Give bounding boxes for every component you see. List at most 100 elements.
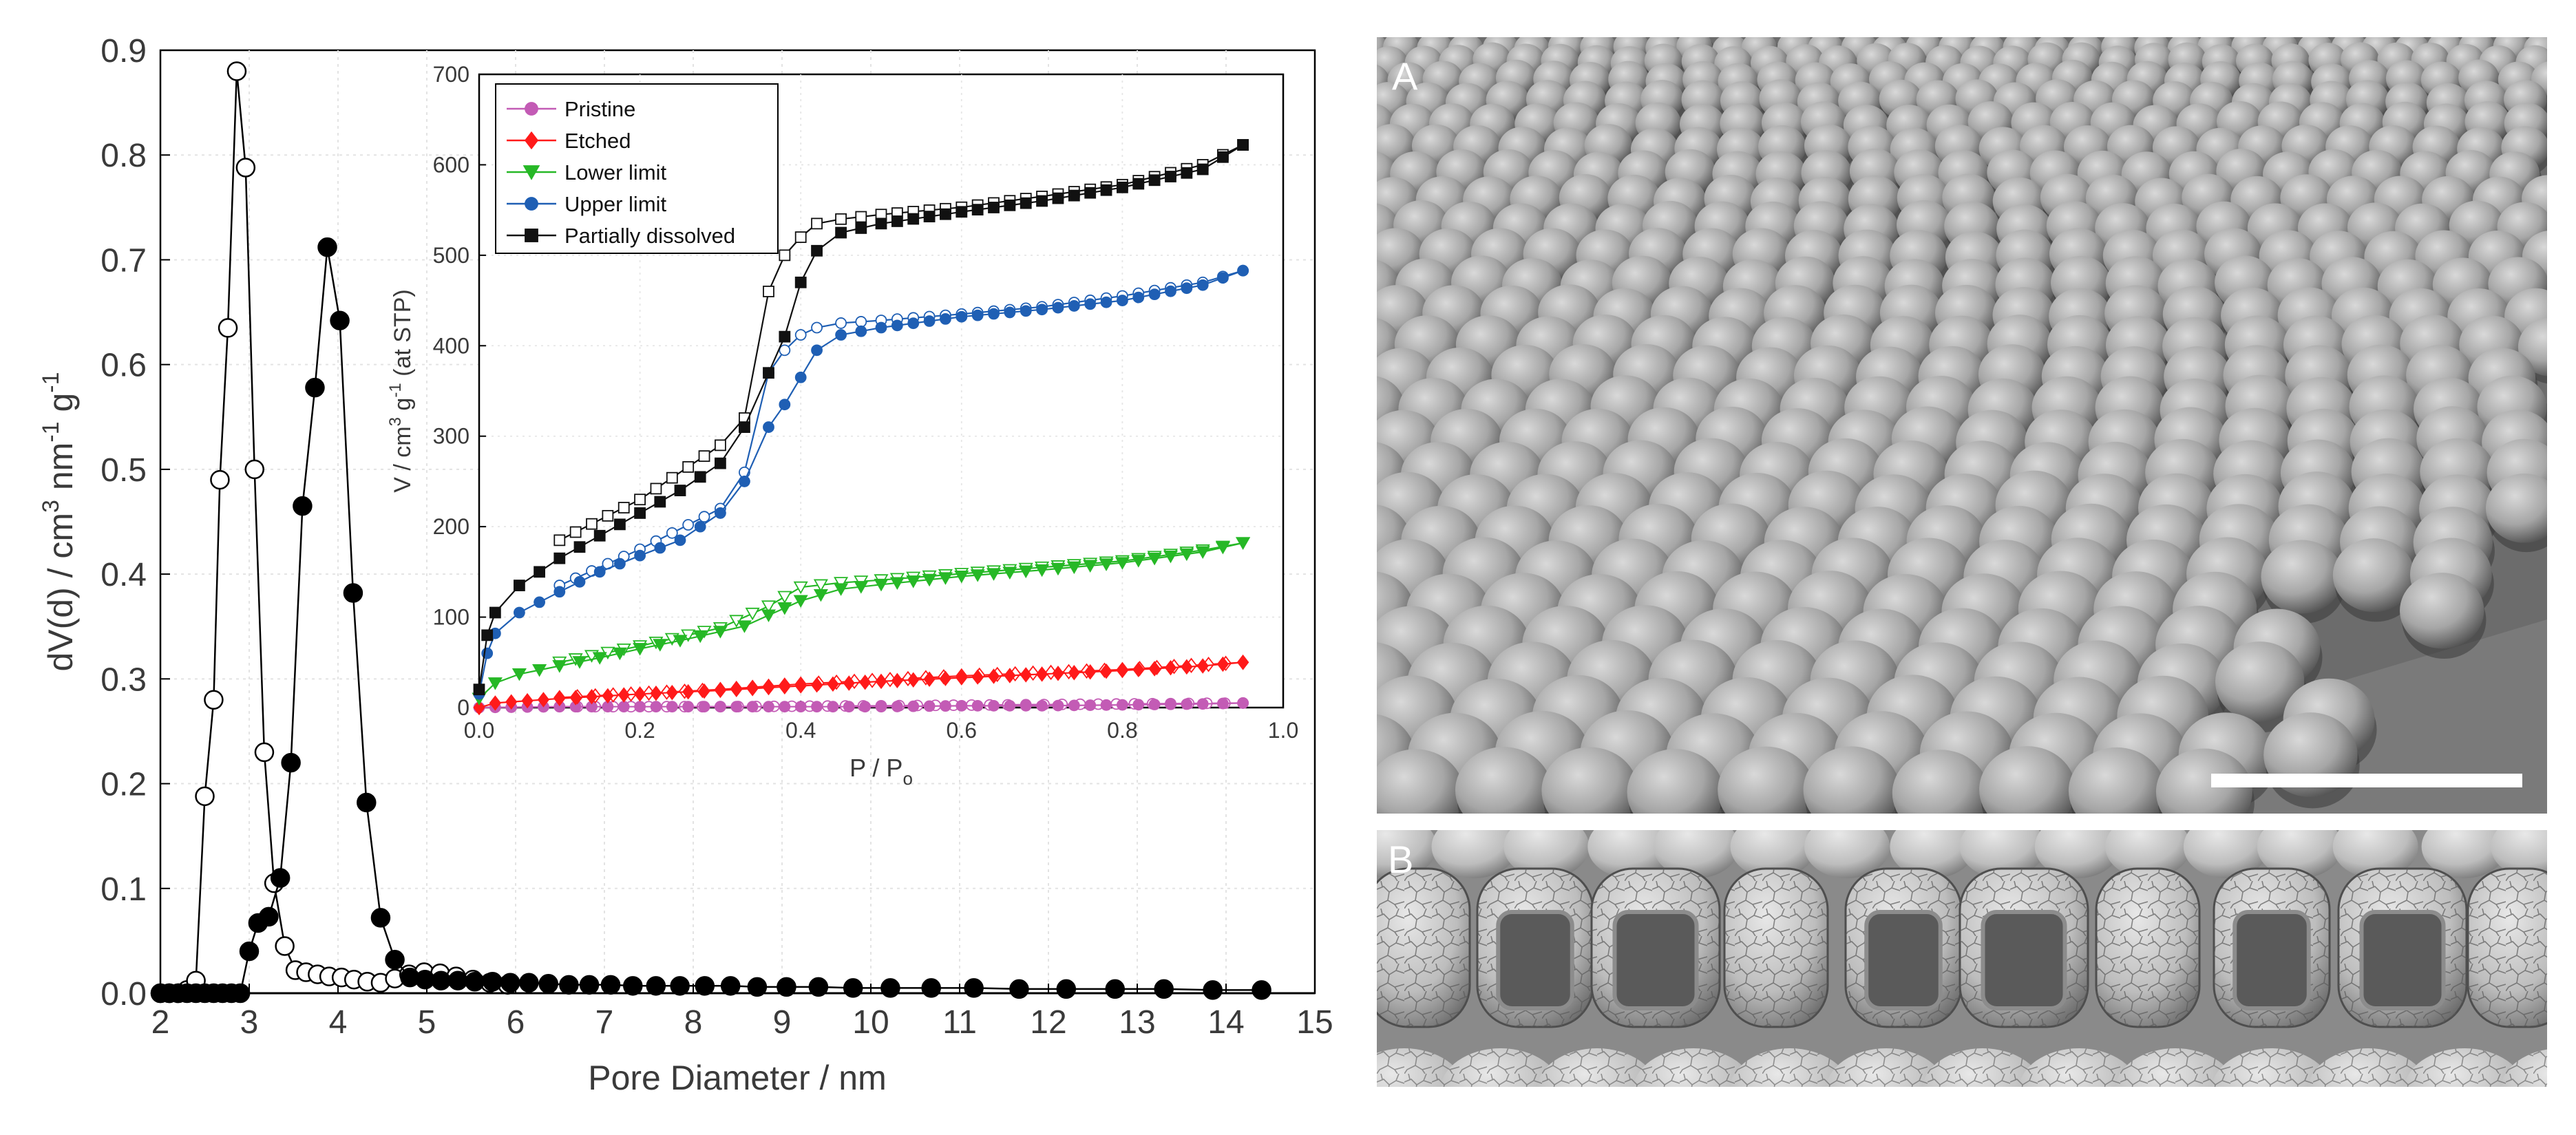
inset-adsorption-point bbox=[1116, 662, 1129, 679]
inset-adsorption-point bbox=[1100, 296, 1112, 308]
inset-adsorption-point bbox=[730, 681, 743, 697]
sem-b-top-particle bbox=[2034, 830, 2120, 878]
inset-adsorption-point bbox=[1035, 564, 1050, 577]
inset-desorption-point bbox=[835, 213, 847, 225]
inset-desorption-point bbox=[835, 317, 847, 329]
main-y-tick-label: 0.1 bbox=[101, 871, 147, 908]
main-y-tick-label: 0.0 bbox=[101, 976, 147, 1012]
inset-adsorption-point bbox=[1100, 663, 1112, 679]
inset-adsorption-point bbox=[514, 580, 525, 591]
main-filled-point bbox=[385, 950, 405, 970]
inset-adsorption-point bbox=[1066, 561, 1081, 575]
main-filled-point bbox=[670, 976, 690, 996]
inset-adsorption-point bbox=[779, 701, 791, 713]
inset-adsorption-point bbox=[553, 586, 566, 598]
legend-label: Etched bbox=[564, 129, 631, 153]
inset-adsorption-point bbox=[1196, 698, 1209, 710]
inset-adsorption-point bbox=[552, 660, 567, 673]
inset-adsorption-point bbox=[650, 686, 662, 701]
inset-adsorption-point bbox=[1132, 699, 1145, 711]
inset-desorption-point bbox=[779, 249, 791, 262]
inset-adsorption-point bbox=[1084, 664, 1097, 680]
inset-adsorption-point bbox=[505, 694, 518, 710]
main-y-tick-label: 0.4 bbox=[101, 557, 147, 593]
inset-adsorption-point bbox=[585, 689, 598, 705]
inset-adsorption-point bbox=[1068, 300, 1080, 312]
inset-x-tick-label: 0.8 bbox=[1107, 718, 1137, 743]
inset-adsorption-point bbox=[1036, 699, 1048, 712]
inset-y-tick-label: 100 bbox=[433, 605, 469, 630]
main-x-tick-label: 15 bbox=[1296, 1004, 1333, 1041]
inset-adsorption-point bbox=[1020, 699, 1032, 712]
inset-desorption-point bbox=[763, 286, 774, 297]
inset-adsorption-point bbox=[970, 569, 985, 582]
sem-b-particle-texture bbox=[2468, 869, 2547, 1027]
inset-adsorption-point bbox=[1181, 698, 1193, 710]
inset-adsorption-point bbox=[1051, 562, 1066, 576]
main-filled-point bbox=[239, 941, 260, 962]
inset-adsorption-point bbox=[602, 688, 614, 704]
inset-adsorption-point bbox=[956, 699, 968, 712]
inset-adsorption-point bbox=[693, 630, 708, 644]
inset-adsorption-point bbox=[473, 699, 485, 716]
sem-b-bottom-texture bbox=[1922, 1048, 2043, 1087]
inset-adsorption-point bbox=[1165, 285, 1176, 297]
inset-desorption-point bbox=[1044, 664, 1057, 681]
inset-adsorption-point bbox=[1165, 698, 1176, 710]
inset-adsorption-point bbox=[956, 206, 968, 218]
main-x-tick-label: 5 bbox=[418, 1004, 436, 1041]
inset-adsorption-point bbox=[514, 606, 525, 619]
main-filled-point bbox=[747, 977, 768, 997]
inset-adsorption-point bbox=[1004, 668, 1016, 683]
main-x-tick-label: 6 bbox=[507, 1004, 525, 1041]
main-open-point bbox=[254, 742, 275, 763]
inset-adsorption-point bbox=[891, 215, 903, 227]
inset-adsorption-point bbox=[923, 700, 936, 712]
inset-adsorption-point bbox=[1132, 178, 1145, 190]
inset-adsorption-point bbox=[1052, 699, 1064, 712]
inset-adsorption-point bbox=[939, 670, 952, 686]
inset-adsorption-point bbox=[553, 552, 566, 564]
main-open-point bbox=[204, 690, 224, 710]
inset-desorption-point bbox=[884, 672, 896, 688]
inset-adsorption-point bbox=[988, 308, 1000, 320]
inset-adsorption-point bbox=[1020, 305, 1032, 317]
legend-marker bbox=[525, 197, 538, 211]
inset-adsorption-point bbox=[1236, 655, 1249, 670]
inset-adsorption-point bbox=[827, 676, 839, 692]
inset-adsorption-point bbox=[1217, 151, 1229, 163]
inset-adsorption-point bbox=[1068, 665, 1080, 681]
inset-x-ticks: 0.0 0.2 0.4 0.6 0.8 1.0 bbox=[464, 701, 1298, 743]
inset-adsorption-point bbox=[1036, 304, 1048, 316]
inset-adsorption-point bbox=[1237, 697, 1249, 709]
legend-box bbox=[495, 83, 779, 254]
inset-adsorption-point bbox=[473, 683, 485, 696]
sem-b-top-particle bbox=[2332, 830, 2418, 878]
inset-adsorption-point bbox=[714, 682, 727, 699]
main-open-point bbox=[244, 459, 264, 480]
main-filled-point bbox=[1056, 979, 1077, 999]
inset-adsorption-point bbox=[1195, 546, 1210, 560]
inset-y-tick-label: 600 bbox=[433, 152, 469, 177]
sem-b-bottom-texture bbox=[2211, 1048, 2332, 1087]
main-filled-point bbox=[1203, 980, 1223, 1000]
legend-marker bbox=[525, 229, 538, 242]
inset-adsorption-point bbox=[891, 701, 903, 712]
inset-adsorption-point bbox=[971, 699, 984, 712]
inset-adsorption-point bbox=[794, 276, 807, 288]
inset-desorption-point bbox=[761, 600, 777, 613]
inset-adsorption-point bbox=[923, 671, 936, 687]
inset-adsorption-point bbox=[1131, 555, 1146, 568]
inset-adsorption-point bbox=[698, 701, 710, 713]
sem-b-particle-texture bbox=[1724, 869, 1828, 1027]
legend-label: Partially dissolved bbox=[564, 224, 735, 248]
inset-adsorption-point bbox=[1148, 174, 1161, 187]
main-filled-point bbox=[431, 970, 451, 990]
sem-b-top-particle bbox=[1587, 830, 1674, 878]
inset-adsorption-point bbox=[511, 668, 527, 681]
main-x-tick-label: 14 bbox=[1207, 1004, 1244, 1041]
main-filled-point bbox=[259, 906, 279, 927]
inset-adsorption-point bbox=[1196, 163, 1209, 176]
sem-b-top-particle bbox=[1890, 830, 1976, 878]
inset-adsorption-point bbox=[907, 672, 920, 688]
